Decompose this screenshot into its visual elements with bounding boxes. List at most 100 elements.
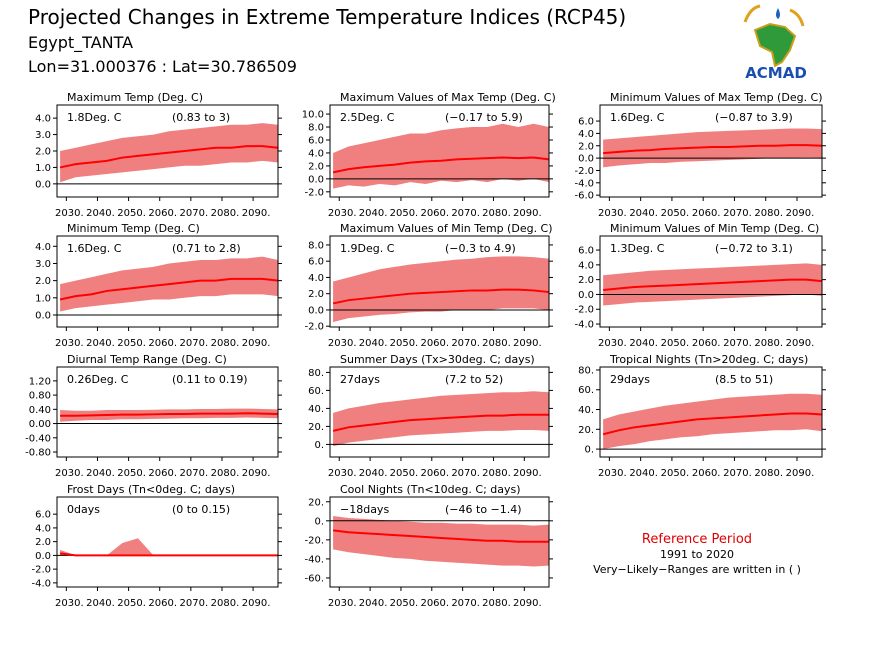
x-tick-label: 2030. (598, 208, 627, 219)
annotation-value: 27days (340, 373, 380, 386)
x-tick-label: 2060. (420, 338, 449, 349)
x-tick-label: 2090. (513, 208, 542, 219)
plot-frame (329, 366, 550, 458)
note-period: 1991 to 2020 (660, 548, 734, 561)
y-tick-label: 8.0 (308, 240, 324, 251)
panel-title: Diurnal Temp Range (Deg. C) (67, 353, 227, 366)
logo: ACMAD (743, 4, 807, 82)
x-tick-label: 2080. (211, 598, 240, 609)
x-tick-label: 2090. (513, 338, 542, 349)
y-tick-label: 0.0 (35, 551, 51, 562)
panel-title: Maximum Temp (Deg. C) (67, 91, 203, 104)
x-tick-label: 2030. (598, 468, 627, 479)
x-tick-label: 2060. (692, 208, 721, 219)
y-tick-label: 4.0 (35, 114, 51, 125)
median-line (603, 144, 823, 155)
median-line (59, 552, 278, 557)
annotation-range: (8.5 to 51) (715, 373, 773, 386)
x-tick-label: 2050. (390, 338, 419, 349)
y-tick-label: 2.0 (35, 537, 51, 548)
x-tick-label: 2030. (55, 598, 84, 609)
y-tick-label: 80. (578, 365, 594, 376)
y-tick-label: 0.00 (29, 419, 51, 430)
y-tick-label: 60. (578, 385, 594, 396)
y-tick-label: 6.0 (308, 257, 324, 268)
y-tick-label: -60. (304, 573, 324, 584)
y-tick-label: 1.0 (35, 163, 51, 174)
x-tick-label: 2070. (723, 208, 752, 219)
y-tick-label: 2.0 (35, 147, 51, 158)
y-tick-label: 0.80 (29, 391, 51, 402)
x-tick-label: 2080. (482, 338, 511, 349)
panel-title: Summer Days (Tx>30deg. C; days) (340, 353, 535, 366)
coords: Lon=31.000376 : Lat=30.786509 (28, 57, 297, 76)
y-tick-label: 0.0 (578, 290, 594, 301)
x-tick-label: 2060. (420, 598, 449, 609)
y-tick-label: 2.0 (578, 141, 594, 152)
logo-label: ACMAD (745, 64, 807, 82)
panel-title: Maximum Values of Min Temp (Deg. C) (340, 222, 553, 235)
y-tick-label: 4.0 (578, 260, 594, 271)
range-band (333, 256, 549, 323)
x-tick-label: 2050. (117, 468, 146, 479)
annotation-value: −18days (340, 503, 389, 516)
x-tick-label: 2080. (754, 468, 783, 479)
median-line (332, 156, 550, 174)
x-tick-label: 2050. (390, 598, 419, 609)
panel: Maximum Temp (Deg. C) 0.0 1.0 2.0 3.0 4.0 2030… (35, 91, 282, 219)
y-tick-label: -4.0 (574, 320, 594, 331)
x-tick-label: 2050. (390, 468, 419, 479)
x-tick-label: 2060. (420, 208, 449, 219)
plot-frame (599, 235, 823, 328)
x-tick-label: 2050. (661, 208, 690, 219)
x-tick-label: 2060. (420, 468, 449, 479)
y-tick-label: -4.0 (31, 578, 51, 589)
x-tick-label: 2040. (359, 468, 388, 479)
median-line (59, 145, 279, 169)
range-band (333, 516, 549, 567)
annotation-value: 0.26Deg. C (67, 373, 129, 386)
page-title: Projected Changes in Extreme Temperature… (28, 5, 626, 29)
annotation-value: 1.3Deg. C (610, 242, 665, 255)
y-tick-label: -2.0 (31, 565, 51, 576)
x-tick-label: 2030. (328, 598, 357, 609)
y-tick-label: 1.20 (29, 376, 51, 387)
x-tick-label: 2030. (598, 338, 627, 349)
median-line (60, 412, 279, 417)
y-tick-label: -4.0 (574, 178, 594, 189)
panel: Diurnal Temp Range (Deg. C) -0.80 -0.40 0.0… (25, 353, 282, 479)
x-tick-label: 2090. (242, 338, 271, 349)
panel-title: Cool Nights (Tn<10deg. C; days) (340, 483, 521, 496)
x-tick-label: 2080. (211, 338, 240, 349)
y-tick-label: 80. (308, 368, 324, 379)
x-tick-label: 2050. (117, 338, 146, 349)
plot-frame (56, 366, 279, 458)
x-tick-label: 2080. (482, 468, 511, 479)
y-tick-label: 6.0 (35, 510, 51, 521)
x-tick-label: 2040. (86, 338, 115, 349)
x-tick-label: 2070. (723, 338, 752, 349)
y-tick-label: 4.0 (35, 523, 51, 534)
x-tick-label: 2040. (629, 208, 658, 219)
x-tick-label: 2080. (482, 208, 511, 219)
y-tick-label: 0.0 (578, 154, 594, 165)
x-tick-label: 2070. (451, 208, 480, 219)
annotation-value: 29days (610, 373, 650, 386)
panel: Frost Days (Tn<0deg. C; days) -4.0 -2.0 0.0… (31, 483, 282, 609)
annotation-value: 1.8Deg. C (67, 111, 122, 124)
median-line (59, 277, 279, 301)
median-line (332, 413, 549, 432)
x-tick-label: 2030. (55, 468, 84, 479)
annotation-range: (−0.72 to 3.1) (715, 242, 793, 255)
panel: Summer Days (Tx>30deg. C; days) 0. 20. 40. 6… (308, 353, 553, 479)
x-tick-label: 2060. (692, 338, 721, 349)
y-tick-label: 4.0 (308, 148, 324, 159)
y-tick-label: 1.0 (35, 293, 51, 304)
y-tick-label: 8.0 (308, 123, 324, 134)
plot-frame (599, 366, 823, 458)
y-tick-label: 20. (308, 497, 324, 508)
panel: Cool Nights (Tn<10deg. C; days) -60. -40. -… (304, 483, 553, 609)
y-tick-label: 2.0 (308, 161, 324, 172)
plot-frame (56, 235, 279, 328)
annotation-range: (0 to 0.15) (172, 503, 230, 516)
